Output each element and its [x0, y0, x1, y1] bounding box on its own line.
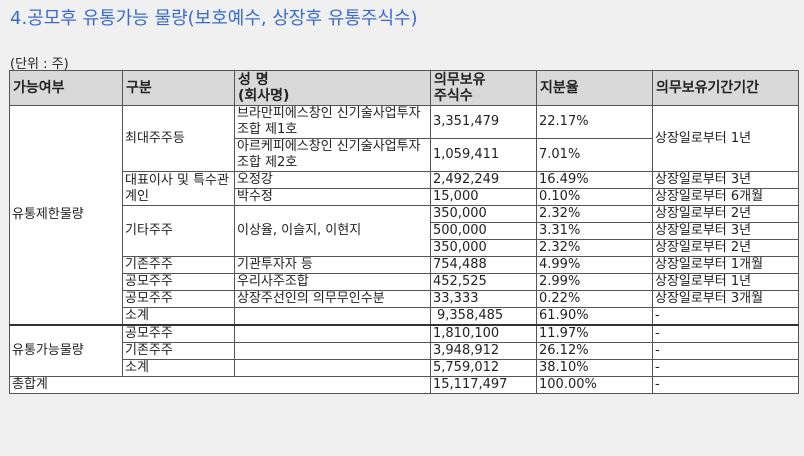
ratio-cell: 26.12% — [536, 342, 653, 360]
period-cell: 상장일로부터 6개월 — [652, 188, 799, 206]
name-cell: 상장주선인의 의무무인수분 — [234, 290, 431, 308]
shares-cell: 1,059,411 — [430, 138, 537, 172]
table-row: 소계 9,358,485 61.90% - — [10, 307, 799, 326]
category-public: 공모주주 — [122, 290, 235, 308]
period-cell: - — [652, 359, 799, 377]
shares-cell: 33,333 — [430, 290, 537, 308]
shares-cell: 452,525 — [430, 273, 537, 291]
ratio-cell: 38.10% — [536, 359, 653, 377]
ratio-cell: 7.01% — [536, 138, 653, 172]
shares-cell: 15,117,497 — [430, 376, 537, 394]
group-total: 총합계 — [9, 376, 431, 394]
table-row-total: 총합계 15,117,497 100.00% - — [9, 376, 799, 394]
shares-cell: 3,351,479 — [430, 105, 537, 139]
category-other: 기타주주 — [122, 205, 235, 257]
table-row: 소계 5,759,012 38.10% - — [10, 359, 799, 377]
group-restricted: 유통제한물량 — [9, 105, 123, 326]
header-category: 구분 — [122, 70, 235, 106]
table-row: 기존주주 기관투자자 등 754,488 4.99% 상장일로부터 1개월 — [10, 256, 799, 274]
period-cell: 상장일로부터 1개월 — [652, 256, 799, 274]
period-cell: 상장일로부터 2년 — [652, 205, 799, 223]
header-row: 가능여부 구분 성 명 (회사명) 의무보유 주식수 지분율 의무보유기간기간 — [9, 70, 799, 106]
header-availability: 가능여부 — [9, 70, 123, 106]
page-title: 4.공모후 유통가능 물량(보호예수, 상장후 유통주식수) — [10, 8, 418, 29]
category-ceo: 대표이사 및 특수관계인 — [122, 171, 235, 206]
ratio-cell: 61.90% — [536, 307, 653, 326]
name-cell: 박수정 — [234, 188, 431, 206]
shares-cell: 754,488 — [430, 256, 537, 274]
ratio-cell: 4.99% — [536, 256, 653, 274]
shares-cell: 15,000 — [430, 188, 537, 206]
period-cell: 상장일로부터 3년 — [652, 222, 799, 240]
shares-cell: 2,492,249 — [430, 171, 537, 189]
shares-cell: 1,810,100 — [430, 324, 537, 343]
period-cell: - — [652, 324, 799, 343]
shares-cell: 9,358,485 — [430, 307, 537, 326]
header-name: 성 명 (회사명) — [234, 70, 431, 106]
shares-cell: 3,948,912 — [430, 342, 537, 360]
shares-cell: 500,000 — [430, 222, 537, 240]
shares-cell: 350,000 — [430, 205, 537, 223]
ratio-cell: 3.31% — [536, 222, 653, 240]
table-row: 500,000 3.31% 상장일로부터 3년 — [10, 222, 799, 240]
header-shares-text: 의무보유 주식수 — [434, 72, 486, 104]
category-existing: 기존주주 — [122, 342, 235, 360]
header-ratio: 지분율 — [536, 70, 653, 106]
header-period: 의무보유기간기간 — [652, 70, 799, 106]
name-cell: 아르케피에스창인 신기술사업투자조합 제2호 — [234, 138, 431, 172]
name-cell: 브라만피에스창인 신기술사업투자조합 제1호 — [234, 105, 431, 139]
name-cell — [234, 324, 431, 343]
name-cell: 이상율, 이슬지, 이현지 — [234, 205, 431, 257]
unit-label: (단위 : 주) — [10, 57, 69, 72]
category-subtotal: 소계 — [122, 307, 235, 326]
ratio-cell: 22.17% — [536, 105, 653, 139]
table-row: 대표이사 및 특수관계인 오정강 2,492,249 16.49% 상장일로부터… — [10, 171, 799, 206]
ratio-cell: 11.97% — [536, 324, 653, 343]
category-public: 공모주주 — [122, 273, 235, 291]
group-tradable: 유통가능물량 — [9, 324, 123, 377]
table-row: 기타주주 이상율, 이슬지, 이현지 350,000 2.32% 상장일로부터 … — [10, 205, 799, 257]
name-cell: 우리사주조합 — [234, 273, 431, 291]
tradable-shares-table: 가능여부 구분 성 명 (회사명) 의무보유 주식수 지분율 의무보유기간기간 … — [9, 70, 799, 394]
shares-cell: 350,000 — [430, 239, 537, 257]
name-cell — [234, 342, 431, 360]
category-public: 공모주주 — [122, 324, 235, 343]
table-row: 공모주주 우리사주조합 452,525 2.99% 상장일로부터 1년 — [10, 273, 799, 291]
period-cell: - — [652, 376, 799, 394]
name-cell — [234, 359, 431, 377]
header-shares: 의무보유 주식수 — [430, 70, 537, 106]
category-subtotal: 소계 — [122, 359, 235, 377]
category-existing: 기존주주 — [122, 256, 235, 274]
ratio-cell: 0.10% — [536, 188, 653, 206]
ratio-cell: 2.32% — [536, 239, 653, 257]
name-cell: 오정강 — [234, 171, 431, 189]
ratio-cell: 0.22% — [536, 290, 653, 308]
period-cell: 상장일로부터 1년 — [652, 273, 799, 291]
header-name-text: 성 명 (회사명) — [238, 72, 290, 104]
shares-cell: 5,759,012 — [430, 359, 537, 377]
period-cell: 상장일로부터 2년 — [652, 239, 799, 257]
ratio-cell: 16.49% — [536, 171, 653, 189]
period-cell: 상장일로부터 1년 — [652, 105, 799, 172]
ratio-cell: 100.00% — [536, 376, 653, 394]
period-cell: - — [652, 342, 799, 360]
ratio-cell: 2.99% — [536, 273, 653, 291]
period-cell: 상장일로부터 3년 — [652, 171, 799, 189]
table-row: 유통가능물량 공모주주 1,810,100 11.97% - — [9, 324, 799, 377]
table-row: 350,000 2.32% 상장일로부터 2년 — [10, 239, 799, 257]
table-row: 기존주주 3,948,912 26.12% - — [10, 342, 799, 360]
period-cell: 상장일로부터 3개월 — [652, 290, 799, 308]
name-cell: 기관투자자 등 — [234, 256, 431, 274]
category-largest: 최대주주등 — [122, 105, 235, 172]
name-cell — [234, 307, 431, 326]
period-cell: - — [652, 307, 799, 326]
ratio-cell: 2.32% — [536, 205, 653, 223]
